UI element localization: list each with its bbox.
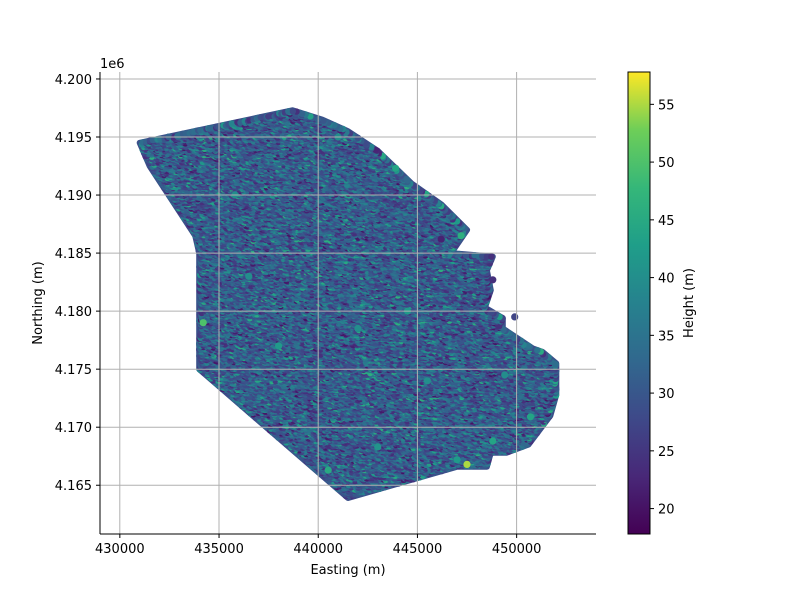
plot-area (99, 72, 596, 535)
data-points (136, 107, 560, 501)
